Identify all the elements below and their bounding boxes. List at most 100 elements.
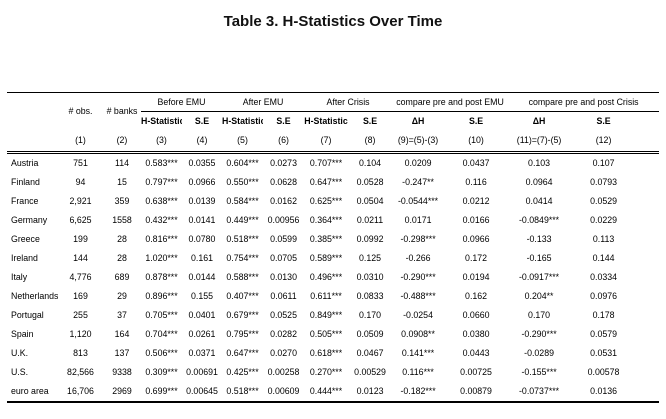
cell: 0.0212 bbox=[462, 196, 490, 206]
cell: 0.107 bbox=[592, 158, 615, 168]
cell: 37 bbox=[117, 310, 127, 320]
cell: 0.550*** bbox=[226, 177, 259, 187]
group-compare-crisis: compare pre and post Crisis bbox=[508, 92, 660, 112]
cell: 0.0144 bbox=[188, 272, 216, 282]
cell: 0.0992 bbox=[356, 234, 384, 244]
cell: 0.00645 bbox=[182, 382, 223, 403]
cell: 359 bbox=[114, 196, 130, 206]
cell: 0.0380 bbox=[462, 329, 490, 339]
cell: 0.116*** bbox=[402, 367, 434, 377]
cell: 0.506*** bbox=[145, 348, 178, 358]
cell: 4,776 bbox=[69, 272, 92, 282]
table-row: Greece 199 28 0.816*** 0.0780 0.518*** 0.0599 0… bbox=[7, 230, 659, 249]
cell: 0.0833 bbox=[356, 291, 384, 301]
col-num-2: (2) bbox=[103, 130, 141, 154]
cell: -0.165 bbox=[526, 253, 552, 263]
cell: 0.0611 bbox=[270, 291, 297, 301]
cell: 0.707*** bbox=[309, 158, 343, 168]
cell: 0.449*** bbox=[226, 215, 259, 225]
table-row: Netherlands 169 29 0.896*** 0.155 0.407*** 0.0… bbox=[7, 287, 659, 306]
cell: 199 bbox=[73, 234, 88, 244]
sub-header-hstat-3: H-Statistic bbox=[304, 115, 348, 126]
cell: 0.00725 bbox=[460, 367, 492, 377]
cell: 0.0964 bbox=[525, 177, 553, 187]
cell: 0.638*** bbox=[145, 196, 178, 206]
table-row: Portugal 255 37 0.705*** 0.0401 0.679*** 0.052… bbox=[7, 306, 659, 325]
cell: 137 bbox=[114, 348, 130, 358]
cell: 0.00258 bbox=[267, 367, 300, 377]
row-label: Portugal bbox=[11, 310, 44, 320]
cell: -0.155*** bbox=[521, 367, 557, 377]
table-header: # obs. # banks Before EMU After EMU Afte… bbox=[7, 92, 660, 154]
row-label: U.K. bbox=[11, 348, 29, 358]
cell: 0.0705 bbox=[270, 253, 297, 263]
table-row: euro area 16,706 2969 0.699*** 0.00645 0.518*… bbox=[7, 382, 660, 403]
sub-header-hstat-1: H-Statistic bbox=[141, 115, 182, 126]
cell: 0.518*** bbox=[226, 234, 259, 244]
cell: -0.266 bbox=[405, 253, 431, 263]
cell: -0.290*** bbox=[521, 329, 557, 339]
cell: 0.444*** bbox=[304, 382, 349, 403]
cell: -0.290*** bbox=[400, 272, 436, 282]
row-label: Italy bbox=[11, 272, 28, 282]
col-num-11: (11)=(7)-(5) bbox=[508, 130, 571, 154]
cell: 2969 bbox=[103, 382, 141, 403]
cell: 0.00529 bbox=[354, 367, 386, 377]
sub-header-delta-h-2: ΔH bbox=[532, 115, 546, 126]
cell: 15 bbox=[117, 177, 127, 187]
cell: 16,706 bbox=[58, 382, 103, 403]
table-row: Germany 6,625 1558 0.432*** 0.0141 0.449*** 0.… bbox=[7, 211, 659, 230]
cell: 0.797*** bbox=[145, 177, 178, 187]
col-header-obs: # obs. bbox=[58, 92, 103, 130]
sub-header-se-5: S.E bbox=[596, 115, 611, 126]
sub-header-hstat-2: H-Statistic bbox=[222, 115, 264, 126]
cell: 0.00578 bbox=[587, 367, 620, 377]
cell: 0.170 bbox=[359, 310, 382, 320]
cell: -0.133 bbox=[526, 234, 552, 244]
cell: 0.0211 bbox=[356, 215, 384, 225]
cell: 0.0371 bbox=[188, 348, 216, 358]
cell: 0.0531 bbox=[590, 348, 618, 358]
cell: 0.0194 bbox=[462, 272, 490, 282]
cell: 144 bbox=[73, 253, 88, 263]
table-row: Ireland 144 28 1.020*** 0.161 0.754*** 0.0705 0… bbox=[7, 249, 659, 268]
cell: 0.170 bbox=[528, 310, 551, 320]
cell: 0.647*** bbox=[226, 348, 259, 358]
cell: 0.0908** bbox=[401, 329, 435, 339]
cell: 0.0528 bbox=[356, 177, 384, 187]
cell: 0.104 bbox=[359, 158, 382, 168]
col-num-7: (7) bbox=[304, 130, 349, 154]
cell: 0.0579 bbox=[590, 329, 618, 339]
table-row: U.S. 82,566 9338 0.309*** 0.00691 0.425*** 0.0… bbox=[7, 363, 659, 382]
cell: 0.407*** bbox=[226, 291, 259, 301]
cell: 0.754*** bbox=[226, 253, 259, 263]
header-number-row: (1) (2) (3) (4) (5) (6) (7) (8) (9)=(5)-… bbox=[7, 130, 660, 154]
cell: 0.896*** bbox=[145, 291, 178, 301]
cell: 0.0209 bbox=[404, 158, 432, 168]
table-row: U.K. 813 137 0.506*** 0.0371 0.647*** 0.0270 0.… bbox=[7, 344, 659, 363]
cell: 29 bbox=[117, 291, 127, 301]
cell: 0.647*** bbox=[309, 177, 343, 187]
cell: 28 bbox=[117, 253, 127, 263]
cell: 0.204** bbox=[524, 291, 554, 301]
cell: 0.161 bbox=[191, 253, 214, 263]
cell: 28 bbox=[117, 234, 127, 244]
cell: 0.0966 bbox=[462, 234, 490, 244]
cell: 0.00609 bbox=[263, 382, 305, 403]
row-label: Finland bbox=[11, 177, 40, 187]
cell: 0.0355 bbox=[188, 158, 216, 168]
header-sub-row: H-Statistic S.E H-Statistic S.E H-Statis… bbox=[7, 112, 659, 131]
cell: -0.488*** bbox=[400, 291, 436, 301]
cell: 0.0467 bbox=[356, 348, 384, 358]
row-label: Ireland bbox=[11, 253, 38, 263]
cell: 0.679*** bbox=[226, 310, 259, 320]
cell: 0.625*** bbox=[309, 196, 343, 206]
cell: 0.611*** bbox=[310, 291, 342, 301]
cell: 0.0504 bbox=[356, 196, 384, 206]
cell: 0.125 bbox=[359, 253, 382, 263]
row-label: Netherlands bbox=[11, 291, 58, 301]
cell: 0.270*** bbox=[309, 367, 343, 377]
sub-header-se-1: S.E bbox=[194, 115, 210, 126]
table-title: Table 3. H-Statistics Over Time bbox=[223, 13, 443, 30]
table-row: France 2,921 359 0.638*** 0.0139 0.584*** 0.01… bbox=[7, 192, 659, 211]
